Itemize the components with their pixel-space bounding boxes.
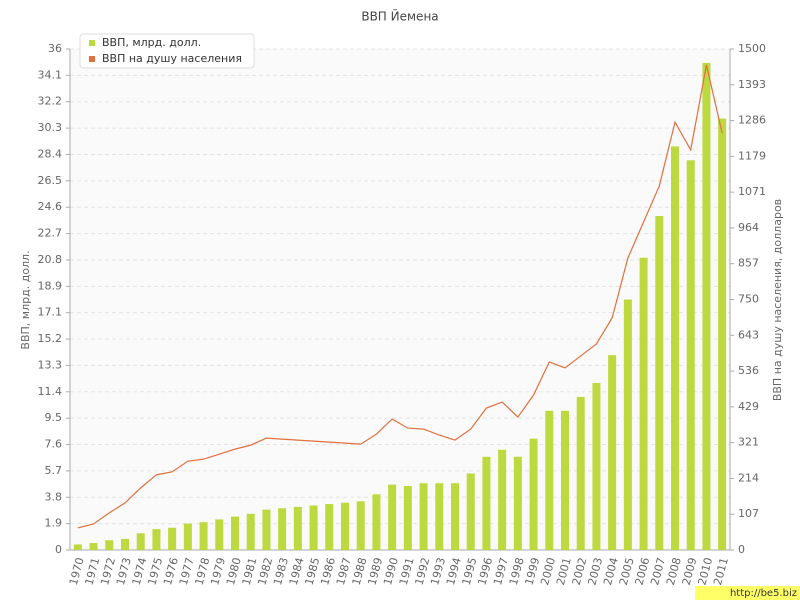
bar — [623, 299, 632, 550]
bar — [246, 513, 255, 550]
bar — [592, 383, 601, 550]
y2-tick-label: 1286 — [738, 114, 766, 127]
bar — [199, 522, 208, 550]
y-tick-label: 15.2 — [38, 332, 63, 345]
y2-tick-label: 1393 — [738, 78, 766, 91]
y2-tick-label: 429 — [738, 400, 759, 413]
bar — [561, 410, 569, 550]
bar — [309, 505, 318, 550]
y-tick-label: 20.8 — [38, 253, 63, 266]
bar — [702, 62, 711, 551]
bar — [451, 483, 459, 550]
bar — [136, 533, 145, 550]
y2-tick-label: 0 — [738, 543, 745, 556]
bar — [388, 484, 397, 550]
bar — [466, 473, 475, 550]
watermark: http://be5.biz — [730, 588, 797, 599]
bar — [608, 355, 617, 550]
y2-tick-label: 1071 — [738, 185, 766, 198]
legend-box — [79, 33, 255, 69]
bar — [262, 509, 271, 550]
bar — [545, 410, 554, 550]
legend-label: ВВП на душу населения — [102, 52, 242, 65]
y-tick-label: 17.1 — [38, 306, 63, 319]
y-tick-label: 13.3 — [38, 358, 63, 371]
bar — [671, 146, 679, 550]
bar — [183, 523, 192, 550]
bar — [686, 160, 695, 551]
y2-tick-label: 1500 — [738, 42, 766, 55]
bar — [356, 501, 365, 550]
y-tick-label: 26.5 — [38, 174, 63, 187]
bar — [73, 544, 82, 550]
bar — [482, 456, 491, 550]
bar — [529, 438, 538, 550]
y-tick-label: 18.9 — [38, 279, 63, 292]
chart-title: ВВП Йемена — [361, 9, 438, 24]
bar — [215, 519, 224, 550]
bar — [435, 483, 444, 550]
bar — [655, 216, 664, 550]
legend-swatch — [89, 56, 95, 62]
bar — [639, 257, 648, 550]
y-tick-label: 24.6 — [38, 200, 63, 213]
bar — [152, 529, 161, 550]
bar — [718, 118, 727, 550]
bar — [498, 449, 507, 550]
legend: ВВП, млрд. долл. ВВП на душу населения — [79, 33, 255, 69]
y2-tick-label: 964 — [738, 221, 759, 234]
y-tick-label: 5.7 — [45, 464, 63, 477]
bar — [341, 502, 349, 550]
bar — [105, 540, 114, 550]
y2-tick-label: 321 — [738, 436, 759, 449]
y-tick-label: 9.5 — [45, 411, 63, 424]
bar — [121, 538, 129, 550]
bar — [325, 504, 334, 550]
y2-tick-label: 107 — [738, 507, 759, 520]
y2-tick-label: 750 — [738, 293, 759, 306]
bar — [372, 494, 381, 550]
bar — [513, 456, 522, 550]
y-tick-label: 28.4 — [38, 147, 63, 160]
y2-tick-label: 536 — [738, 364, 759, 377]
line — [77, 64, 723, 529]
y-tick-label: 22.7 — [38, 227, 63, 240]
bar — [231, 516, 239, 550]
legend-swatch — [89, 40, 95, 46]
y2-tick-label: 1179 — [738, 149, 766, 162]
y-tick-label: 3.8 — [45, 490, 63, 503]
y-tick-label: 36 — [48, 42, 62, 55]
bar — [293, 506, 302, 550]
y-tick-label: 0 — [55, 543, 62, 556]
y-axis-label: ВВП, млрд. долл. — [19, 250, 32, 349]
y-tick-label: 11.4 — [38, 385, 63, 398]
bar — [403, 485, 412, 550]
y-tick-label: 34.1 — [38, 68, 63, 81]
watermark-bg — [695, 586, 800, 600]
bar — [89, 543, 98, 550]
y-tick-label: 30.3 — [38, 121, 63, 134]
bar — [576, 396, 585, 550]
bar — [168, 527, 177, 550]
bar — [278, 508, 287, 550]
y2-tick-label: 643 — [738, 328, 759, 341]
legend-label: ВВП, млрд. долл. — [102, 36, 201, 49]
bar — [419, 483, 428, 550]
y-tick-label: 7.6 — [45, 438, 63, 451]
y-tick-label: 1.9 — [45, 517, 63, 530]
y2-tick-label: 214 — [738, 471, 759, 484]
y-tick-label: 32.2 — [38, 95, 63, 108]
y2-tick-label: 857 — [738, 257, 759, 270]
y2-axis-label: ВВП на душу населения, долларов — [771, 199, 784, 401]
